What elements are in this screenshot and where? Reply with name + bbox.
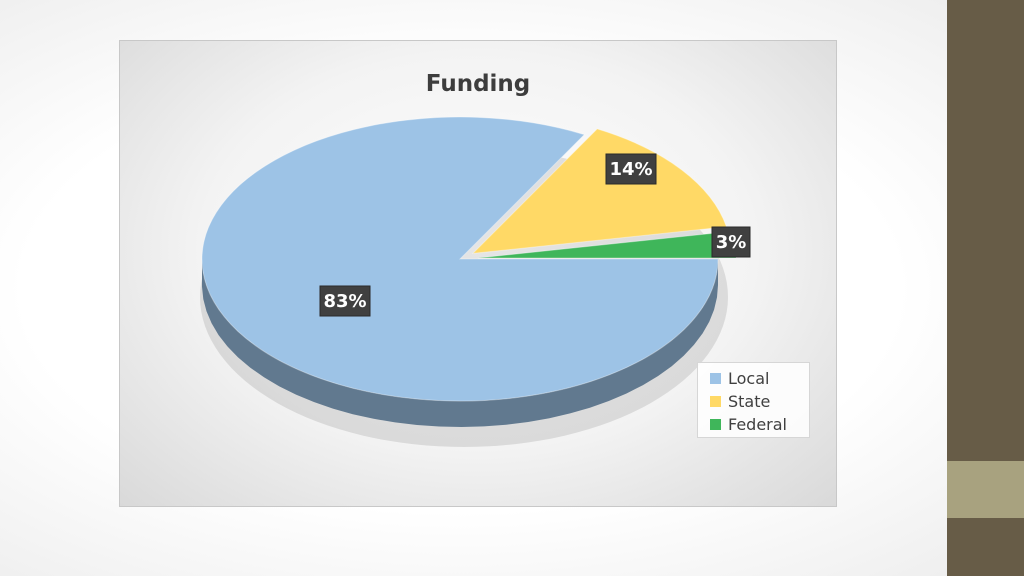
data-label-bg-federal bbox=[711, 226, 751, 258]
data-label-text-federal: 3% bbox=[716, 232, 747, 253]
pie-side-local bbox=[202, 259, 718, 427]
data-label-state: 14% bbox=[605, 153, 657, 185]
data-label-bg-local bbox=[319, 285, 371, 317]
chart-frame: Funding 83% 14% 3% Local State Federal bbox=[119, 40, 837, 507]
chart-legend: Local State Federal bbox=[697, 362, 810, 438]
legend-swatch-state bbox=[710, 396, 721, 407]
legend-label-federal: Federal bbox=[728, 415, 787, 434]
pie-chart: 83% 14% 3% bbox=[200, 116, 751, 447]
legend-item-state: State bbox=[710, 390, 809, 413]
legend-swatch-federal bbox=[710, 419, 721, 430]
data-label-local: 83% bbox=[319, 285, 371, 317]
slide-side-accent bbox=[947, 461, 1024, 518]
data-label-federal: 3% bbox=[711, 226, 751, 258]
legend-label-state: State bbox=[728, 392, 771, 411]
data-label-text-local: 83% bbox=[323, 291, 366, 312]
legend-swatch-local bbox=[710, 373, 721, 384]
legend-item-federal: Federal bbox=[710, 413, 809, 436]
legend-item-local: Local bbox=[710, 367, 809, 390]
pie-slice-state bbox=[471, 128, 728, 255]
legend-label-local: Local bbox=[728, 369, 770, 388]
data-label-text-state: 14% bbox=[609, 159, 652, 180]
data-label-bg-state bbox=[605, 153, 657, 185]
pie-slice-local bbox=[201, 116, 719, 402]
chart-title: Funding bbox=[425, 71, 531, 97]
